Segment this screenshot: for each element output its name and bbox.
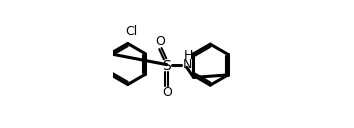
Text: H: H (184, 49, 193, 62)
Text: S: S (162, 59, 171, 73)
Text: O: O (155, 35, 165, 48)
Text: Cl: Cl (125, 25, 137, 38)
Text: O: O (162, 86, 172, 99)
Text: N: N (183, 57, 193, 71)
